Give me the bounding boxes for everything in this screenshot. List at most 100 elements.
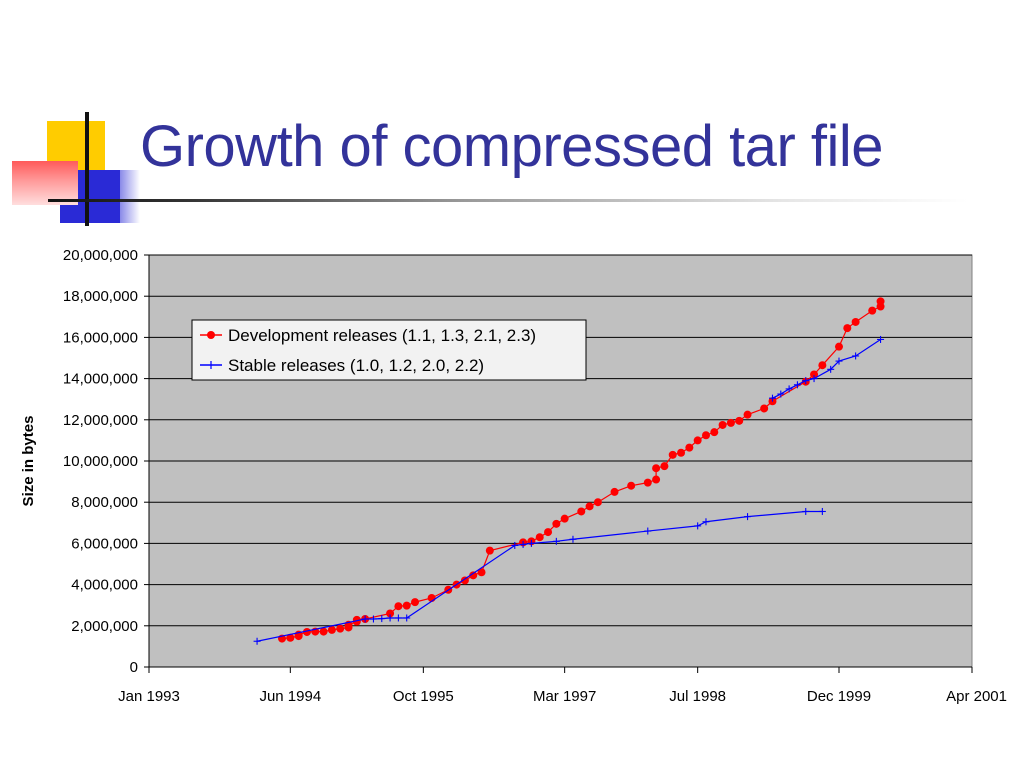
data-point (253, 637, 261, 645)
data-point (827, 365, 835, 373)
x-tick-label: Mar 1997 (533, 688, 596, 705)
data-point (319, 627, 328, 636)
data-point (327, 625, 336, 634)
data-point (286, 633, 295, 642)
series-stable-releases (253, 335, 885, 645)
data-point (685, 443, 694, 452)
data-point (411, 598, 420, 607)
data-point (785, 385, 793, 393)
decorative-vertical-line (85, 112, 89, 226)
y-tick-label: 2,000,000 (71, 618, 138, 635)
decorative-title-underline (48, 199, 968, 202)
data-point (777, 390, 785, 398)
data-point (469, 571, 478, 580)
data-point (610, 487, 619, 496)
legend-label: Stable releases (1.0, 1.2, 2.0, 2.2) (228, 356, 484, 375)
data-point (702, 518, 710, 526)
data-point (552, 537, 560, 545)
data-point (802, 377, 810, 385)
slide-title: Growth of compressed tar file (140, 114, 884, 179)
data-point (361, 615, 369, 623)
data-point (744, 513, 752, 521)
legend-item: Development releases (1.1, 1.3, 2.1, 2.3… (200, 326, 536, 345)
x-tick-label: Apr 2001 (946, 688, 1007, 705)
data-point (519, 540, 527, 548)
data-point (477, 568, 486, 577)
legend: Development releases (1.1, 1.3, 2.1, 2.3… (191, 319, 587, 381)
y-tick-label: 12,000,000 (63, 412, 138, 429)
x-tick-label: Oct 1995 (393, 688, 454, 705)
data-point (394, 614, 402, 622)
data-point (793, 381, 801, 389)
y-tick-label: 0 (130, 659, 138, 676)
data-point (668, 450, 677, 459)
data-point (511, 541, 519, 549)
data-point (693, 436, 702, 445)
data-point (369, 615, 377, 623)
legend-item: Stable releases (1.0, 1.2, 2.0, 2.2) (200, 356, 484, 375)
data-point (577, 507, 586, 516)
decorative-red-gradient-block (12, 161, 78, 205)
data-point (560, 514, 569, 523)
data-point (818, 361, 827, 370)
x-tick-label: Dec 1999 (807, 688, 871, 705)
data-point (810, 370, 819, 379)
x-tick-label: Jul 1998 (669, 688, 726, 705)
data-point (718, 420, 727, 429)
data-point (868, 306, 877, 315)
y-tick-label: 14,000,000 (63, 371, 138, 388)
y-axis-ticks: 0 2,000,000 4,000,000 6,000,000 8,000,000 10,… (63, 247, 149, 676)
y-tick-label: 4,000,000 (71, 577, 138, 594)
y-tick-label: 10,000,000 (63, 453, 138, 470)
y-axis-label: Size in bytes (20, 416, 37, 507)
data-point (768, 394, 776, 402)
data-point (627, 481, 636, 490)
legend-box (191, 319, 587, 381)
data-point (643, 478, 652, 487)
data-point (552, 519, 561, 528)
data-point (378, 615, 386, 623)
x-tick-label: Jun 1994 (259, 688, 321, 705)
data-point (843, 324, 852, 333)
y-tick-label: 18,000,000 (63, 288, 138, 305)
data-point (802, 507, 810, 515)
y-tick-label: 16,000,000 (63, 329, 138, 346)
data-point (818, 507, 826, 515)
data-point (394, 602, 403, 611)
data-point (336, 624, 345, 633)
data-point (644, 527, 652, 535)
data-point (593, 498, 602, 507)
data-point (760, 404, 769, 413)
data-point (677, 448, 686, 457)
legend-marker (207, 331, 215, 339)
series-line-stable-segment-2 (772, 338, 881, 399)
data-point (876, 297, 885, 306)
data-point (877, 335, 885, 343)
data-point (352, 615, 361, 624)
data-point (660, 462, 669, 471)
data-point (402, 601, 411, 610)
data-point (726, 418, 735, 427)
data-point (585, 502, 594, 511)
data-point (743, 410, 752, 419)
data-point (852, 352, 860, 360)
data-point (569, 535, 577, 543)
series-layer (253, 297, 885, 645)
data-point (535, 533, 544, 542)
data-point (460, 576, 469, 585)
x-tick-label: Jan 1993 (118, 688, 180, 705)
x-axis-ticks: Jan 1993 Jun 1994 Oct 1995 Mar 1997 Jul 1998… (118, 667, 1007, 705)
data-point (810, 375, 818, 383)
legend-label: Development releases (1.1, 1.3, 2.1, 2.3… (228, 326, 536, 345)
data-point (544, 528, 553, 537)
data-point (386, 614, 394, 622)
data-point (652, 475, 661, 484)
data-point (835, 357, 843, 365)
data-point (834, 342, 843, 351)
data-point (694, 522, 702, 530)
y-tick-label: 20,000,000 (63, 247, 138, 264)
y-tick-label: 6,000,000 (71, 535, 138, 552)
data-point (403, 614, 411, 622)
